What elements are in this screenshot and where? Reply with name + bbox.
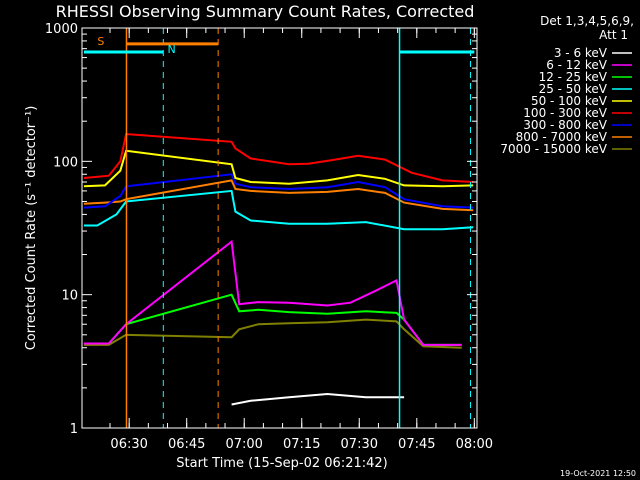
legend-label-4: 50 - 100 keV (531, 94, 608, 108)
footer-timestamp: 19-Oct-2021 12:50 (560, 469, 636, 478)
x-tick-label: 08:00 (456, 437, 493, 452)
series-line-6 (83, 173, 474, 209)
x-tick-label: 07:45 (398, 437, 435, 452)
series-line-1 (83, 239, 462, 346)
legend-label-7: 800 - 7000 keV (516, 130, 608, 144)
series-line-5 (83, 133, 474, 183)
y-tick-label: 100 (53, 155, 78, 170)
series-line-3 (83, 189, 474, 231)
legend-label-2: 12 - 25 keV (539, 70, 608, 84)
flag-n-label: N (168, 43, 176, 56)
plot-frame (81, 27, 478, 429)
legend-header-line-2: Att 1 (599, 28, 628, 42)
legend-label-6: 300 - 800 keV (523, 118, 607, 132)
x-tick-label: 07:00 (225, 437, 262, 452)
series-line-7 (83, 179, 474, 212)
x-tick-label: 07:15 (283, 437, 320, 452)
legend-label-0: 3 - 6 keV (554, 46, 608, 60)
x-axis-label: Start Time (15-Sep-02 06:21:42) (176, 456, 387, 471)
plot-area: SN (83, 28, 475, 428)
y-axis-label: Corrected Count Rate (s⁻¹ detector⁻¹) (24, 106, 39, 351)
legend-label-1: 6 - 12 keV (546, 58, 608, 72)
x-tick-label: 06:45 (168, 437, 205, 452)
legend-label-3: 25 - 50 keV (539, 82, 608, 96)
x-tick-label: 06:30 (110, 437, 147, 452)
x-tick-label: 07:30 (341, 437, 378, 452)
chart-title: RHESSI Observing Summary Count Rates, Co… (56, 2, 475, 21)
legend-label-5: 100 - 300 keV (523, 106, 607, 120)
series-line-0 (231, 392, 405, 406)
series-group (83, 28, 475, 428)
legend-header-line-1: Det 1,3,4,5,6,9, (540, 14, 634, 28)
series-line-4 (83, 149, 474, 188)
y-tick-label: 10 (61, 289, 78, 304)
x-axis: 06:30 06:45 07:00 07:15 07:30 07:45 08:00 (109, 28, 493, 452)
y-tick-label: 1 (70, 422, 78, 437)
flag-s-label: S (97, 35, 104, 48)
y-tick-label: 1000 (45, 22, 78, 37)
y-axis: 1 10 100 1000 (45, 22, 477, 437)
legend-label-8: 7000 - 15000 keV (500, 142, 607, 156)
